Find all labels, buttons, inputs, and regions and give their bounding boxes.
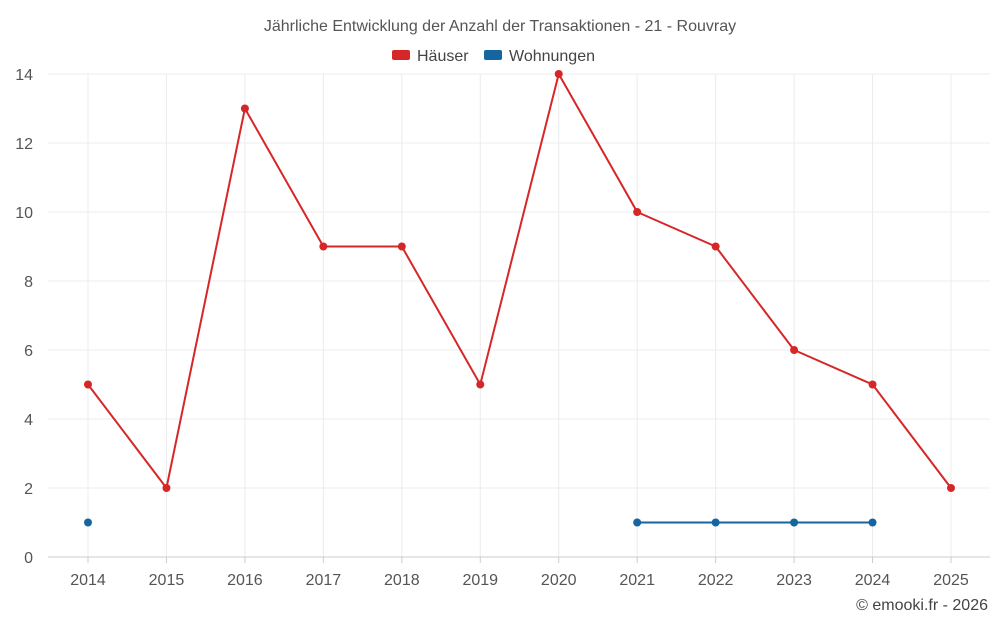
series-line: [87, 73, 952, 489]
series-group: [84, 70, 955, 527]
y-tick-label: 14: [15, 67, 33, 84]
data-point[interactable]: [554, 70, 563, 78]
x-tick-label: 2014: [70, 572, 106, 589]
legend-swatch: [484, 50, 502, 60]
data-point[interactable]: [84, 518, 92, 527]
data-point[interactable]: [162, 484, 171, 492]
x-tick-label: 2023: [776, 572, 812, 589]
data-point[interactable]: [711, 242, 720, 251]
data-point[interactable]: [868, 380, 877, 389]
data-point[interactable]: [790, 518, 799, 527]
legend: Häuser Wohnungen: [392, 48, 595, 65]
data-point[interactable]: [947, 484, 955, 492]
y-tick-label: 0: [24, 550, 33, 567]
data-point[interactable]: [397, 242, 406, 251]
credit-text: © emooki.fr - 2026: [856, 597, 988, 614]
data-point[interactable]: [868, 518, 877, 527]
x-tick-label: 2016: [227, 572, 263, 589]
x-axis-ticks: 2014 2015 2016 2017 2018 2019 2020 2021 2022 2023…: [70, 557, 969, 589]
legend-label[interactable]: Wohnungen: [509, 48, 595, 65]
x-tick-label: 2020: [541, 572, 577, 589]
legend-label[interactable]: Häuser: [417, 48, 469, 65]
grid-lines: [48, 73, 990, 557]
x-tick-label: 2019: [462, 572, 498, 589]
y-tick-label: 8: [24, 274, 33, 291]
x-tick-label: 2025: [933, 572, 969, 589]
x-tick-label: 2022: [698, 572, 734, 589]
data-point[interactable]: [319, 242, 328, 251]
x-tick-label: 2017: [306, 572, 342, 589]
data-point[interactable]: [711, 518, 720, 527]
data-point[interactable]: [240, 104, 249, 113]
y-tick-label: 6: [24, 343, 33, 360]
chart-title: Jährliche Entwicklung der Anzahl der Tra…: [264, 18, 736, 35]
series-haeuser: [84, 70, 955, 492]
data-point[interactable]: [476, 380, 485, 389]
x-tick-label: 2018: [384, 572, 420, 589]
data-point[interactable]: [633, 208, 642, 216]
legend-swatch: [392, 50, 410, 60]
y-axis-ticks: 0 2 4 6 8 10 12 14: [15, 67, 33, 567]
y-tick-label: 2: [24, 481, 33, 498]
data-point[interactable]: [84, 380, 92, 389]
y-tick-label: 12: [15, 136, 33, 153]
series-wohnungen: [84, 518, 877, 527]
x-tick-label: 2024: [855, 572, 891, 589]
data-point[interactable]: [633, 518, 642, 527]
y-tick-label: 10: [15, 205, 33, 222]
data-point[interactable]: [790, 346, 799, 354]
x-tick-label: 2015: [149, 572, 185, 589]
x-tick-label: 2021: [619, 572, 655, 589]
y-tick-label: 4: [24, 412, 33, 429]
